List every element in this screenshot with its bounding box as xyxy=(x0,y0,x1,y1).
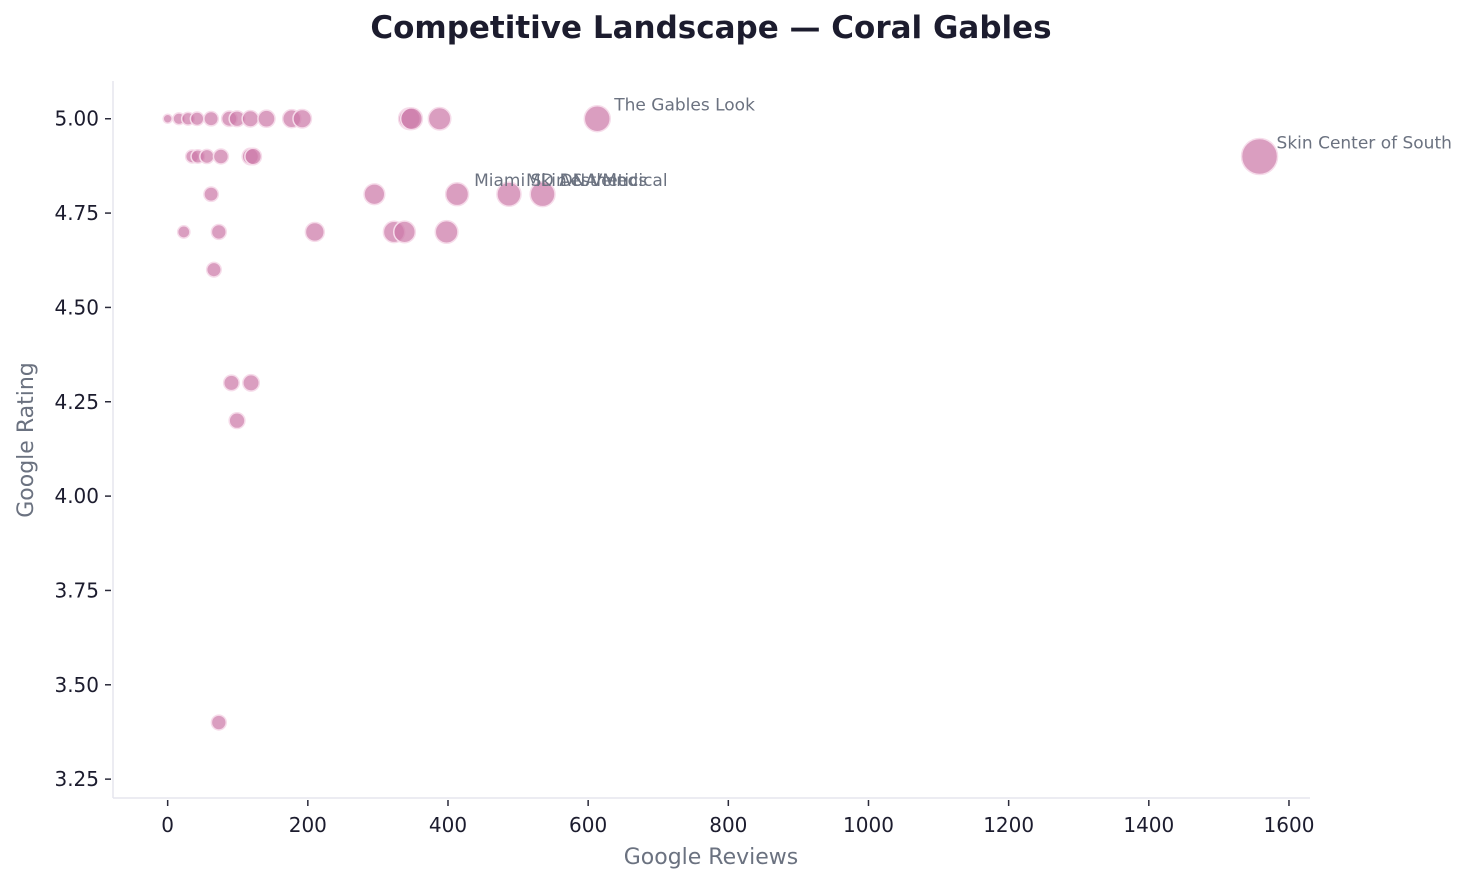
data-point xyxy=(222,374,240,392)
data-point xyxy=(399,107,424,131)
x-tick-label: 400 xyxy=(429,813,467,837)
data-point xyxy=(257,109,276,129)
chart-title: Competitive Landscape — Coral Gables xyxy=(370,10,1052,46)
data-point xyxy=(210,714,227,731)
data-point xyxy=(292,108,313,129)
point-label: The Gables Look xyxy=(613,96,755,116)
data-point xyxy=(363,183,386,206)
data-point xyxy=(1240,137,1279,176)
data-point xyxy=(244,147,263,166)
data-point xyxy=(199,148,215,165)
data-point xyxy=(189,111,205,127)
y-tick-label: 3.50 xyxy=(54,673,99,697)
x-tick-label: 1200 xyxy=(983,813,1034,837)
data-point xyxy=(241,109,260,128)
data-point xyxy=(529,181,556,208)
data-point xyxy=(242,373,261,392)
data-point xyxy=(434,219,459,245)
point-annotations: The Gables Look Skin Center of South Miami… xyxy=(474,96,1452,191)
y-tick-label: 4.25 xyxy=(54,390,99,414)
axes: 0 200 400 600 800 1000 1200 1400 1600 3.25 3.50 3.7… xyxy=(54,81,1314,837)
data-point xyxy=(205,261,222,278)
data-point xyxy=(444,182,470,207)
point-label: MD Aesthetics xyxy=(526,171,647,191)
point-label: DNA Medical xyxy=(560,171,668,191)
y-tick-label: 3.25 xyxy=(54,767,99,791)
x-tick-label: 1000 xyxy=(843,813,894,837)
data-point xyxy=(304,221,326,243)
x-tick-label: 800 xyxy=(709,813,747,837)
data-point xyxy=(393,220,417,244)
data-point xyxy=(203,186,220,203)
x-tick-label: 200 xyxy=(289,813,327,837)
data-points xyxy=(162,105,1279,731)
y-axis-label: Google Rating xyxy=(14,362,39,518)
point-label: Miami Skin & Vein xyxy=(474,171,627,191)
x-tick-label: 1600 xyxy=(1264,813,1315,837)
data-point xyxy=(427,106,452,131)
data-point xyxy=(496,181,522,208)
y-tick-label: 5.00 xyxy=(54,107,99,131)
data-point xyxy=(212,148,230,165)
y-tick-label: 3.75 xyxy=(54,578,99,602)
data-point xyxy=(210,223,227,241)
data-point xyxy=(583,105,611,133)
x-tick-label: 600 xyxy=(569,813,607,837)
y-tick-label: 4.00 xyxy=(54,484,99,508)
x-axis-label: Google Reviews xyxy=(624,845,799,870)
data-point xyxy=(203,110,220,127)
data-point xyxy=(228,411,246,430)
x-tick-label: 0 xyxy=(161,813,174,837)
y-tick-label: 4.75 xyxy=(54,201,99,225)
x-tick-label: 1400 xyxy=(1123,813,1174,837)
y-tick-label: 4.50 xyxy=(54,295,99,319)
point-label: Skin Center of South xyxy=(1277,133,1452,153)
data-point xyxy=(162,113,173,124)
data-point xyxy=(176,225,191,239)
